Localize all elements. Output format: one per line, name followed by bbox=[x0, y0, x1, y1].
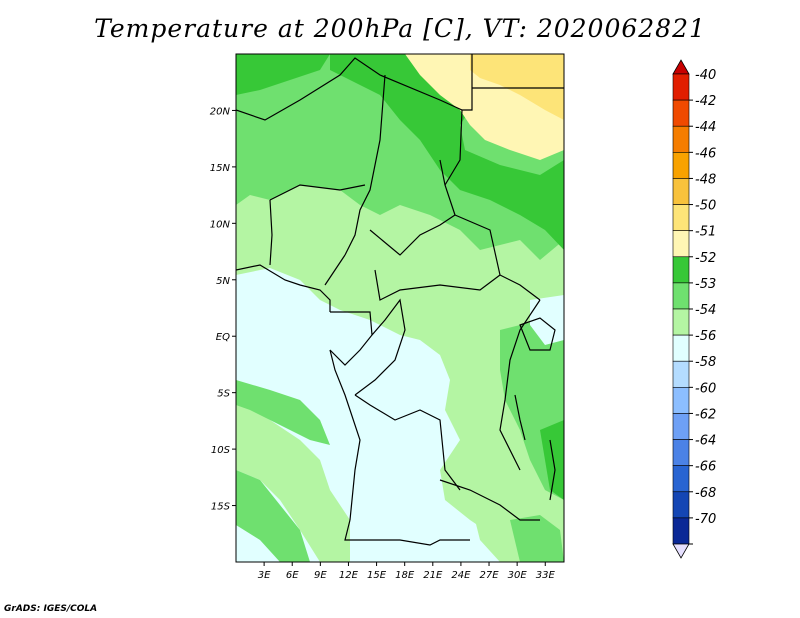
field-region-minus52-se bbox=[510, 515, 564, 562]
field-region-minus52-nw bbox=[236, 54, 330, 95]
lon-tick-label: 9E bbox=[314, 570, 327, 581]
lake-victoria bbox=[519, 317, 556, 351]
lon-tick-label: 30E bbox=[508, 570, 528, 581]
lat-tick-label: 20N bbox=[210, 106, 231, 117]
colorbar-swatch bbox=[672, 99, 690, 127]
lat-tick-label: 5N bbox=[216, 276, 230, 287]
boundary-egypt-sudan bbox=[444, 54, 473, 186]
boundary-congo bbox=[354, 298, 406, 396]
colorbar-label: -40 bbox=[695, 68, 716, 83]
boundary-chad-west bbox=[344, 74, 386, 256]
colorbar-label: -56 bbox=[695, 329, 716, 344]
lake-tanganyika bbox=[514, 394, 526, 441]
colorbar-swatch bbox=[672, 73, 690, 101]
boundary-gabon bbox=[329, 311, 373, 366]
boundary-angola bbox=[344, 519, 470, 546]
colorbar-label: -68 bbox=[695, 486, 716, 501]
colorbar-label: -64 bbox=[695, 434, 716, 449]
lat-tick-label: 5S bbox=[217, 389, 230, 400]
lon-tick-label: 12E bbox=[339, 570, 359, 581]
field-region-minus50 bbox=[470, 54, 564, 120]
colorbar-label: -44 bbox=[695, 120, 716, 135]
lat-tick-label: 15S bbox=[211, 502, 231, 513]
colorbar-label: -42 bbox=[695, 94, 716, 109]
lat-tick-label: 10N bbox=[210, 219, 231, 230]
boundary-chad-car bbox=[369, 214, 456, 256]
field-region-minus56-centre bbox=[360, 355, 440, 420]
colorbar: -40 -42 -44 -46 -48 -50 -51 -52 -53 -54 -56 -58 -60 -… bbox=[672, 59, 716, 559]
colorbar-swatch bbox=[672, 360, 690, 388]
boundary-zambia bbox=[439, 479, 540, 521]
colorbar-swatch bbox=[672, 256, 690, 284]
lat-tick-label: EQ bbox=[216, 332, 230, 343]
colorbar-swatch bbox=[672, 413, 690, 440]
field-region-minus53-coast bbox=[236, 380, 330, 445]
field-region-minus56-east bbox=[530, 295, 564, 345]
colorbar-label: -54 bbox=[695, 303, 716, 318]
colorbar-swatch bbox=[672, 334, 690, 362]
colorbar-swatch bbox=[672, 125, 690, 153]
lat-tick-label: 10S bbox=[211, 445, 231, 456]
colorbar-label: -58 bbox=[695, 355, 716, 370]
boundary-drc-west bbox=[354, 394, 461, 491]
lon-tick-label: 24E bbox=[451, 570, 471, 581]
latitude-axis: 20N 15N 10N 5N EQ 5S 10S 15S bbox=[210, 106, 236, 513]
boundary-south-sudan bbox=[454, 214, 541, 301]
colorbar-swatch bbox=[672, 308, 690, 336]
coastline-gulf-of-guinea bbox=[236, 264, 331, 312]
colorbar-label: -60 bbox=[695, 381, 716, 396]
lon-tick-label: 18E bbox=[395, 570, 415, 581]
lon-tick-label: 21E bbox=[423, 570, 443, 581]
colorbar-top-triangle bbox=[672, 59, 690, 75]
colorbar-swatch bbox=[672, 282, 690, 310]
boundary-car-south bbox=[374, 269, 501, 301]
lon-tick-label: 3E bbox=[258, 570, 271, 581]
field-region-minus52-east bbox=[540, 420, 564, 500]
colorbar-label: -62 bbox=[695, 407, 716, 422]
colorbar-label: -48 bbox=[695, 172, 716, 187]
lake-malawi bbox=[549, 439, 556, 501]
colorbar-swatch bbox=[672, 152, 690, 179]
boundary-chad-sudan bbox=[439, 159, 456, 216]
boundary-nigeria-west bbox=[269, 199, 273, 266]
colorbar-label: -66 bbox=[695, 460, 716, 475]
grads-credit: GrADS: IGES/COLA bbox=[4, 604, 98, 614]
boundary-nigeria-cameroon bbox=[324, 254, 346, 286]
field-region-minus52-ne bbox=[330, 54, 564, 250]
colorbar-swatch bbox=[672, 178, 690, 205]
boundary-niger-nigeria bbox=[269, 184, 366, 201]
colorbar-swatch bbox=[672, 230, 690, 258]
country-boundaries bbox=[236, 54, 564, 546]
lon-tick-label: 27E bbox=[480, 570, 500, 581]
colorbar-bottom-triangle bbox=[672, 543, 690, 559]
colorbar-label: -52 bbox=[695, 251, 716, 266]
colorbar-swatch bbox=[672, 387, 690, 414]
boundary-north bbox=[236, 57, 463, 121]
temperature-field bbox=[236, 54, 564, 562]
colorbar-swatch bbox=[672, 439, 690, 466]
colorbar-label: -53 bbox=[695, 277, 716, 292]
lon-tick-label: 33E bbox=[536, 570, 556, 581]
longitude-axis: 3E 6E 9E 12E 15E 18E 21E 24E 27E 30E 33E bbox=[258, 562, 556, 581]
colorbar-label: -51 bbox=[695, 225, 716, 240]
field-region-minus53-sw-strip bbox=[236, 470, 310, 562]
colorbar-swatch bbox=[672, 517, 690, 545]
lat-tick-label: 15N bbox=[210, 163, 231, 174]
field-region-minus54-sw-strip bbox=[236, 400, 350, 562]
lon-tick-label: 6E bbox=[286, 570, 299, 581]
coastline-west bbox=[329, 349, 361, 521]
boundary-drc-east bbox=[499, 299, 541, 471]
map-frame bbox=[235, 53, 565, 563]
colorbar-label: -50 bbox=[695, 199, 716, 214]
colorbar-swatch bbox=[672, 204, 690, 231]
colorbar-label: -46 bbox=[695, 146, 716, 161]
lon-tick-label: 15E bbox=[367, 570, 387, 581]
colorbar-label: -70 bbox=[695, 512, 716, 527]
colorbar-swatch bbox=[672, 491, 690, 519]
colorbar-swatch bbox=[672, 465, 690, 493]
map-title: Temperature at 200hPa [C], VT: 202006282… bbox=[94, 14, 706, 43]
